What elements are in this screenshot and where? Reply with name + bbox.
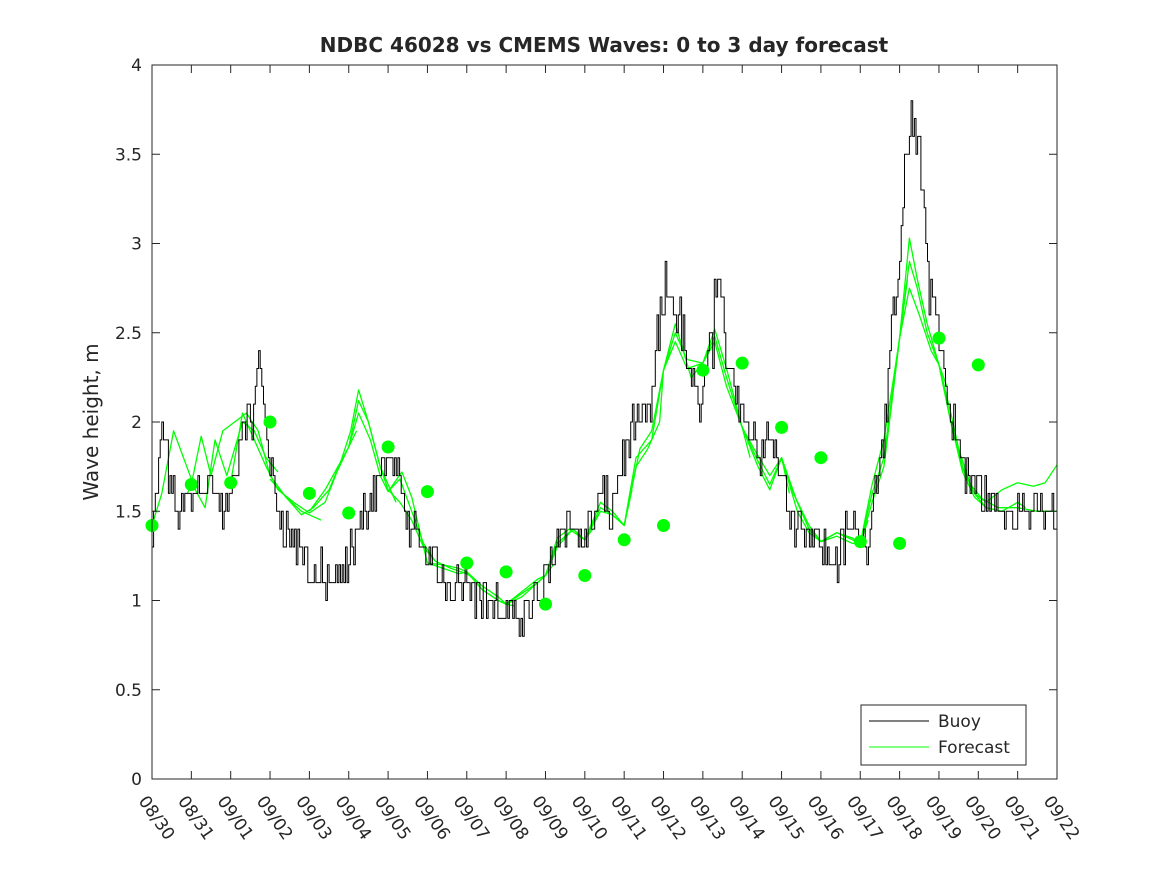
legend-label-buoy: Buoy xyxy=(938,712,981,732)
forecast-marker xyxy=(932,331,946,345)
y-tick-label: 1 xyxy=(131,592,142,612)
y-tick-label: 1.5 xyxy=(115,502,142,522)
forecast-line xyxy=(662,323,791,494)
y-tick-label: 3.5 xyxy=(115,145,142,165)
y-tick-label: 0 xyxy=(131,770,142,790)
forecast-line xyxy=(938,364,1058,503)
forecast-line xyxy=(230,412,358,514)
forecast-marker xyxy=(539,597,552,611)
y-axis-label: Wave height, m xyxy=(79,343,103,500)
forecast-marker xyxy=(775,420,789,434)
forecast-marker xyxy=(893,536,907,550)
forecast-line xyxy=(820,260,948,545)
legend-label-forecast: Forecast xyxy=(938,738,1010,758)
forecast-line xyxy=(348,412,476,580)
forecast-line xyxy=(151,421,279,526)
y-axis: 0 0.5 1 1.5 2 2.5 3 3.5 4 xyxy=(115,56,1057,790)
forecast-marker xyxy=(814,451,828,465)
forecast-line xyxy=(308,399,436,562)
legend: Buoy Forecast xyxy=(860,704,1027,766)
forecast-marker xyxy=(853,535,867,549)
marker-layer xyxy=(145,331,985,611)
forecast-marker xyxy=(617,533,631,547)
forecast-marker xyxy=(420,485,434,499)
forecast-marker xyxy=(342,506,356,520)
forecast-marker xyxy=(263,415,277,429)
forecast-marker xyxy=(302,486,316,500)
forecast-marker xyxy=(224,476,238,490)
forecast-marker xyxy=(578,569,592,582)
buoy-line xyxy=(152,100,1058,637)
forecast-line xyxy=(584,341,712,541)
y-tick-label: 0.5 xyxy=(115,681,142,701)
forecast-marker xyxy=(499,565,513,579)
forecast-marker xyxy=(184,478,198,491)
y-tick-label: 2 xyxy=(131,413,142,433)
series-layer xyxy=(151,100,1058,637)
forecast-marker xyxy=(381,440,395,454)
forecast-marker xyxy=(735,356,749,370)
forecast-marker xyxy=(696,363,710,377)
chart-title: NDBC 46028 vs CMEMS Waves: 0 to 3 day fo… xyxy=(320,33,889,57)
forecast-marker xyxy=(971,358,985,372)
y-tick-label: 2.5 xyxy=(115,324,142,344)
forecast-marker xyxy=(657,519,670,532)
y-tick-label: 4 xyxy=(131,56,142,76)
y-tick-label: 3 xyxy=(131,235,142,255)
forecast-line xyxy=(623,328,751,526)
forecast-marker xyxy=(460,556,474,570)
forecast-line xyxy=(544,350,673,576)
plot-area xyxy=(152,65,1057,779)
legend-box xyxy=(860,704,1027,766)
